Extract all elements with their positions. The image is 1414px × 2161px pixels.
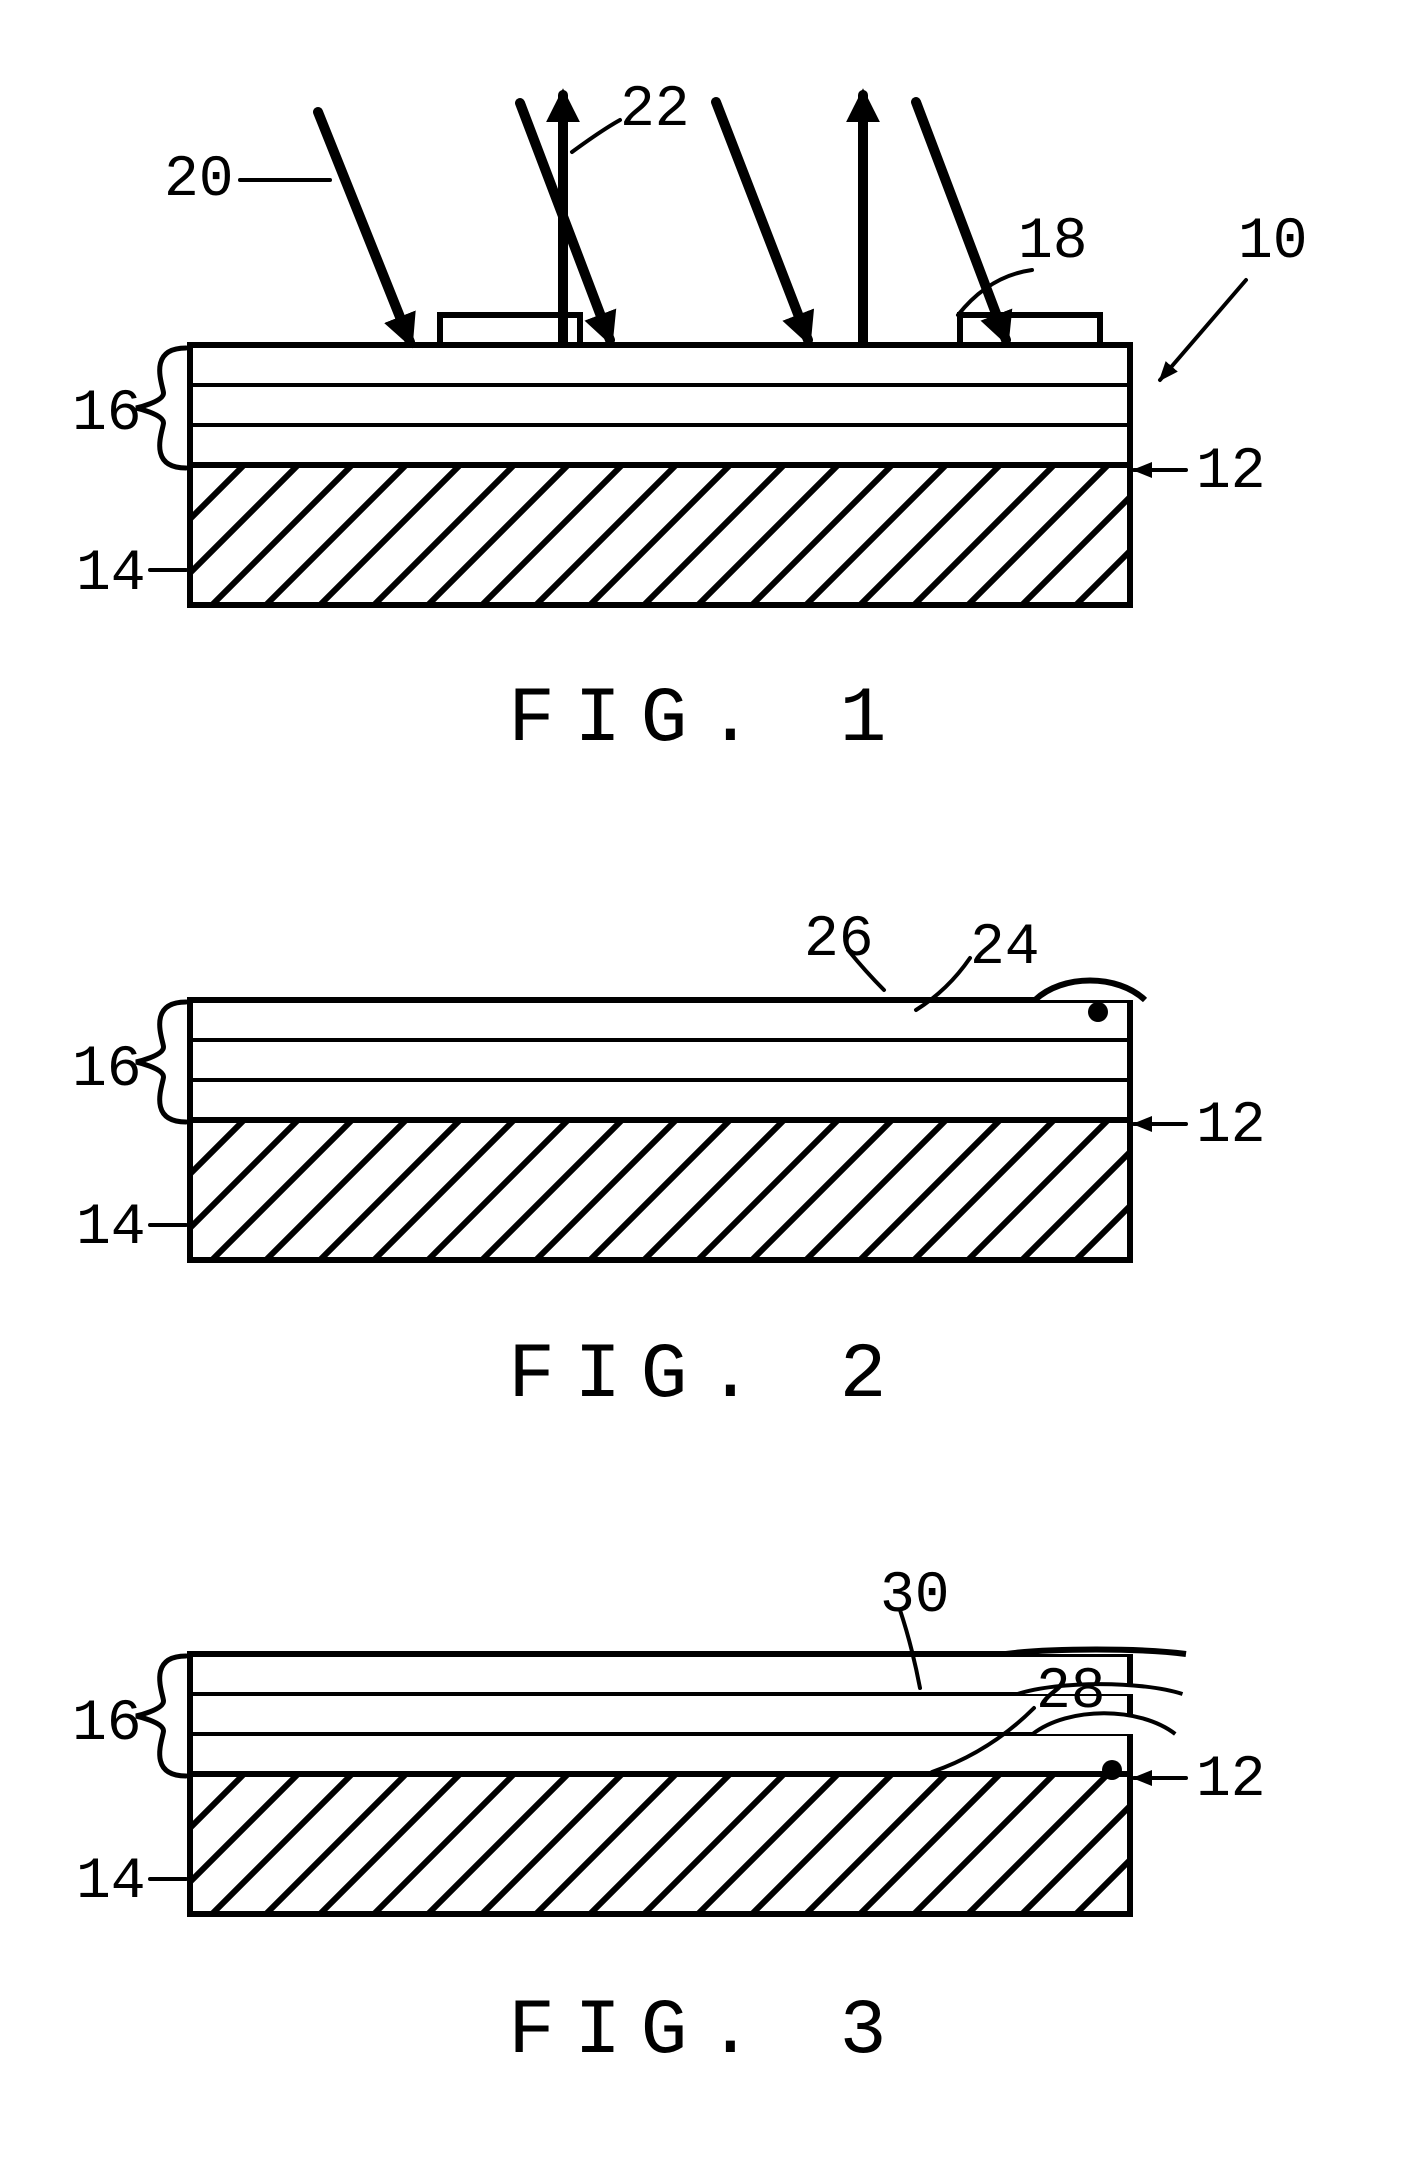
figure-1 xyxy=(50,95,1378,605)
figure-2 xyxy=(50,950,1378,1260)
diagram-canvas xyxy=(0,0,1414,2161)
figure-3 xyxy=(50,1610,1378,1914)
